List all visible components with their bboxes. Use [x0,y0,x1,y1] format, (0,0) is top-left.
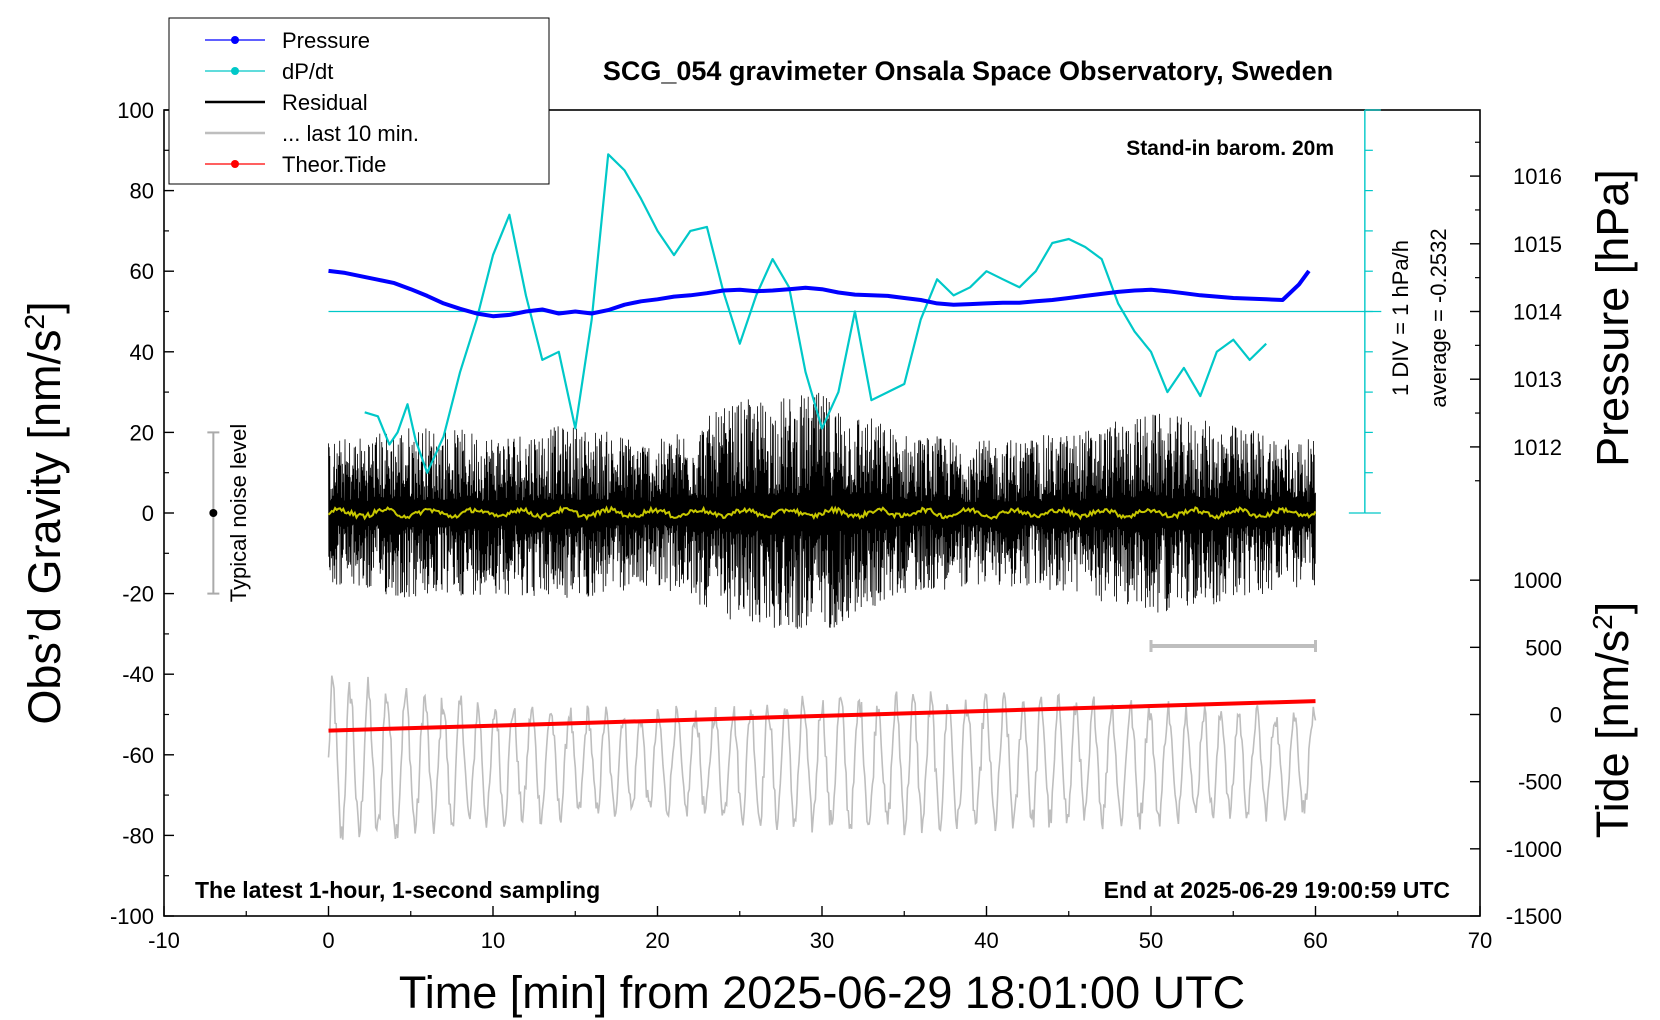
bottom-right-label: End at 2025-06-29 19:00:59 UTC [1104,877,1450,903]
x-tick-label: -10 [148,928,180,953]
pressure-tick-label: 1012 [1513,435,1562,460]
residual-series-line [328,392,1316,629]
div-label: 1 DIV = 1 hPa/h [1388,240,1413,396]
y-tick-label: -80 [122,823,154,848]
legend-label: Residual [282,90,368,115]
legend-label: dP/dt [282,59,333,84]
x-tick-label: 70 [1468,928,1492,953]
legend-swatch-marker [231,36,239,44]
tide-tick-label: -1500 [1506,904,1562,929]
x-tick-label: 0 [322,928,334,953]
tide-tick-label: 1000 [1513,568,1562,593]
bottom-left-label: The latest 1-hour, 1-second sampling [195,877,600,903]
stand-in-label: Stand-in barom. 20m [1126,137,1334,160]
pressure-tick-label: 1014 [1513,300,1562,325]
axes-layer: -10 0 10 20 30 40 50 60 70-100-80-60-40-20020406… [110,98,1562,953]
data-layer [207,109,1382,840]
pressure-series-line [328,268,1311,319]
average-label: average = -0.2532 [1426,228,1451,407]
x-tick-label: 60 [1303,928,1327,953]
y-tick-label: -60 [122,743,154,768]
chart-title: SCG_054 gravimeter Onsala Space Observat… [603,56,1333,86]
x-tick-label: 50 [1139,928,1163,953]
y-tick-label: 100 [117,98,154,123]
tide-series-line [328,699,1316,733]
y-tick-label: 60 [130,259,154,284]
y-axis-title-left: Obs’d Gravity [nm/s2] [19,301,70,724]
y-tick-label: 0 [142,501,154,526]
tide-tick-label: 500 [1525,635,1562,660]
noise-level-dot [209,509,218,517]
legend-label: Theor.Tide [282,152,386,177]
x-axis-title: Time [min] from 2025-06-29 18:01:00 UTC [399,967,1245,1018]
tide-tick-label: -1000 [1506,837,1562,862]
tide-tick-label: -500 [1518,770,1562,795]
last10-series-line [327,675,1317,840]
dpdt-series-line [364,153,1267,474]
y-tick-label: 40 [130,340,154,365]
tide-tick-label: 0 [1550,703,1562,728]
y-tick-label: -100 [110,904,154,929]
legend-items: Pressure dP/dt Residual ... last 10 min. The… [205,28,419,177]
legend-swatch-marker [231,67,239,75]
legend-label: Pressure [282,28,370,53]
legend-swatch-marker [231,160,239,168]
y-tick-label: 20 [130,420,154,445]
pressure-tick-label: 1016 [1513,164,1562,189]
legend: Pressure dP/dt Residual ... last 10 min. The… [168,17,550,185]
y-tick-label: -40 [122,662,154,687]
y-axis-title-tide: Tide [nm/s2] [1587,602,1638,838]
pressure-tick-label: 1013 [1513,367,1562,392]
x-tick-label: 20 [645,928,669,953]
x-tick-label: 10 [481,928,505,953]
residual-smoothed-line [327,505,1317,521]
x-tick-label: 30 [810,928,834,953]
y-axis-title-pressure: Pressure [hPa] [1587,169,1638,467]
y-tick-label: -20 [122,582,154,607]
noise-level-label: Typical noise level [226,424,251,603]
legend-label: ... last 10 min. [282,121,419,146]
y-tick-label: 80 [130,179,154,204]
x-tick-label: 40 [974,928,998,953]
pressure-tick-label: 1015 [1513,232,1562,257]
